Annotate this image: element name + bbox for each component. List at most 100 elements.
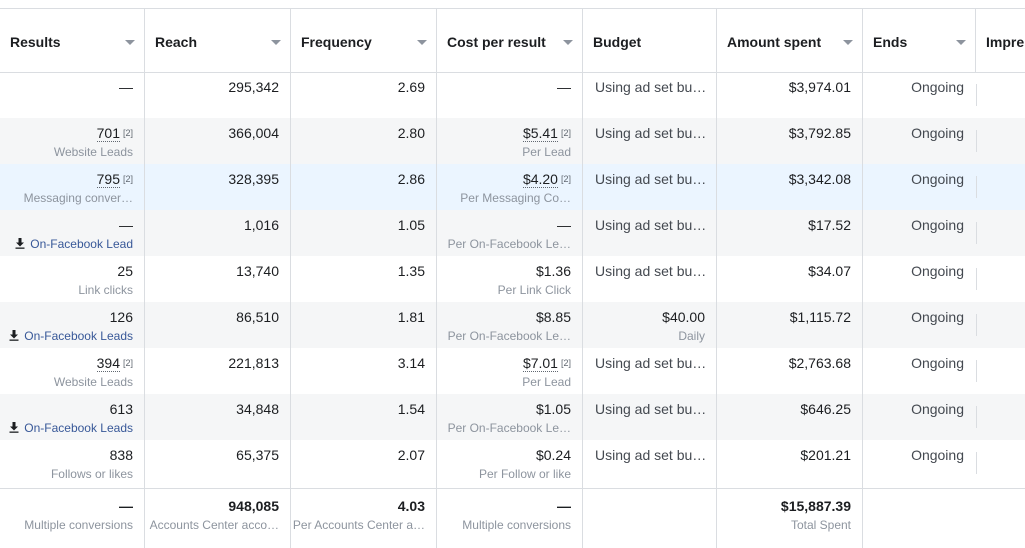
cost-per-result-cell: $0.24 Per Follow or like [437,440,583,486]
footnote-marker[interactable]: [2] [560,174,571,184]
table-row[interactable]: — 295,342 2.69 — Using ad set bu… $3,974.01 On… [0,72,1025,118]
column-divider [716,72,717,548]
totals-row: — Multiple conversions 948,085 Accounts Cen… [0,488,1025,548]
ends-cell: Ongoing [863,72,976,118]
frequency-value: 2.86 [397,171,425,187]
result-type-label: Messaging conver… [0,191,133,205]
chevron-down-icon[interactable] [956,40,966,45]
column-header-budget[interactable]: Budget [583,9,717,72]
results-value[interactable]: 701 [96,125,120,142]
budget-cell: Using ad set bu… [583,256,717,302]
column-divider [582,72,583,548]
cost-per-result-cell: — [437,72,583,118]
table-row[interactable]: 126 On-Facebook Leads 86,510 1.81 $8.85 Per O… [0,302,1025,348]
cost-per-result-value[interactable]: $5.41 [522,125,558,142]
column-header-cost-per-result[interactable]: Cost per result [437,9,583,72]
reach-cell: 328,395 [145,164,291,210]
results-value[interactable]: 795 [96,171,120,188]
results-cell: 795 [2] Messaging conver… [0,164,145,210]
amount-spent-value: $646.25 [800,401,851,417]
frequency-cell: 1.81 [291,302,437,348]
results-cell: 126 On-Facebook Leads [0,302,145,348]
chevron-down-icon[interactable] [417,40,427,45]
column-header-label: Cost per result [447,34,546,50]
amount-spent-cell: $3,342.08 [717,164,863,210]
chevron-down-icon[interactable] [271,40,281,45]
cost-per-result-value: $8.85 [535,309,571,325]
frequency-cell: 1.54 [291,394,437,440]
amount-spent-cell: $2,763.68 [717,348,863,394]
total-frequency-value: 4.03 [397,498,425,514]
cost-per-result-type: Per On-Facebook Le… [447,329,571,343]
result-type-label[interactable]: On-Facebook Leads [0,421,133,435]
table-row[interactable]: 25 Link clicks 13,740 1.35 $1.36 Per Link Cli… [0,256,1025,302]
result-type-label: Follows or likes [0,467,133,481]
frequency-cell: 1.35 [291,256,437,302]
reach-value: 65,375 [236,447,279,463]
table-row[interactable]: 838 Follows or likes 65,375 2.07 $0.24 Per Fo… [0,440,1025,486]
impressions-cell-divider [976,314,977,336]
table-row[interactable]: 613 On-Facebook Leads 34,848 1.54 $1.05 Per O… [0,394,1025,440]
budget-cell: Using ad set bu… [583,210,717,256]
ends-value: Ongoing [911,217,964,233]
total-amount-spent: $15,887.39 Total Spent [717,489,863,548]
cost-per-result-cell: $7.01 [2] Per Lead [437,348,583,394]
column-divider [862,72,863,548]
result-type-label[interactable]: On-Facebook Leads [0,329,133,343]
chevron-down-icon[interactable] [125,40,135,45]
amount-spent-value: $3,342.08 [788,171,851,187]
footnote-marker[interactable]: [2] [122,174,133,184]
footnote-marker[interactable]: [2] [122,358,133,368]
chevron-down-icon[interactable] [843,40,853,45]
column-header-frequency[interactable]: Frequency [291,9,437,72]
reach-cell: 295,342 [145,72,291,118]
amount-spent-value: $2,763.68 [788,355,851,371]
reach-value: 221,813 [228,355,279,371]
cost-per-result-cell: $4.20 [2] Per Messaging Co… [437,164,583,210]
results-value: 25 [117,263,133,279]
frequency-value: 3.14 [397,355,425,371]
column-header-label: Ends [873,34,908,50]
amount-spent-cell: $3,974.01 [717,72,863,118]
chevron-down-icon[interactable] [563,40,573,45]
results-value[interactable]: 394 [96,355,120,372]
result-type-label[interactable]: On-Facebook Lead [0,237,133,251]
cost-per-result-type: Per On-Facebook Le… [447,421,571,435]
budget-type: Daily [678,329,705,343]
result-type-text: On-Facebook Leads [24,421,133,435]
footnote-marker[interactable]: [2] [560,128,571,138]
download-icon [9,422,19,433]
cost-per-result-cell: $1.05 Per On-Facebook Le… [437,394,583,440]
ads-table: Results Reach Frequency Cost per result Budg… [0,8,1025,548]
column-header-ends[interactable]: Ends [863,9,976,72]
frequency-cell: 2.69 [291,72,437,118]
ends-value: Ongoing [911,355,964,371]
reach-cell: 13,740 [145,256,291,302]
impressions-cell-divider [976,176,977,198]
cost-per-result-type: Per Messaging Co… [460,191,571,205]
column-divider [144,72,145,548]
table-row[interactable]: 701 [2] Website Leads 366,004 2.80 $5.41 [2] Pe… [0,118,1025,164]
column-header-impressions[interactable]: Impre [976,9,1025,72]
reach-cell: 1,016 [145,210,291,256]
column-header-results[interactable]: Results [0,9,145,72]
cost-per-result-cell: $1.36 Per Link Click [437,256,583,302]
table-row[interactable]: 795 [2] Messaging conver… 328,395 2.86 $4.20[… [0,164,1025,210]
ends-cell: Ongoing [863,348,976,394]
column-header-amount-spent[interactable]: Amount spent [717,9,863,72]
cost-per-result-value[interactable]: $4.20 [522,171,558,188]
budget-cell: Using ad set bu… [583,440,717,486]
download-icon [9,330,19,341]
column-header-reach[interactable]: Reach [145,9,291,72]
table-row[interactable]: — On-Facebook Lead 1,016 1.05 — Per On-Facebo… [0,210,1025,256]
footnote-marker[interactable]: [2] [560,358,571,368]
budget-value: Using ad set bu… [595,217,707,233]
frequency-value: 2.07 [397,447,425,463]
ends-cell: Ongoing [863,394,976,440]
ends-value: Ongoing [911,171,964,187]
table-row[interactable]: 394 [2] Website Leads 221,813 3.14 $7.01 [2] Pe… [0,348,1025,394]
footnote-marker[interactable]: [2] [122,128,133,138]
ends-value: Ongoing [911,447,964,463]
impressions-cell-divider [976,130,977,152]
cost-per-result-value[interactable]: $7.01 [522,355,558,372]
